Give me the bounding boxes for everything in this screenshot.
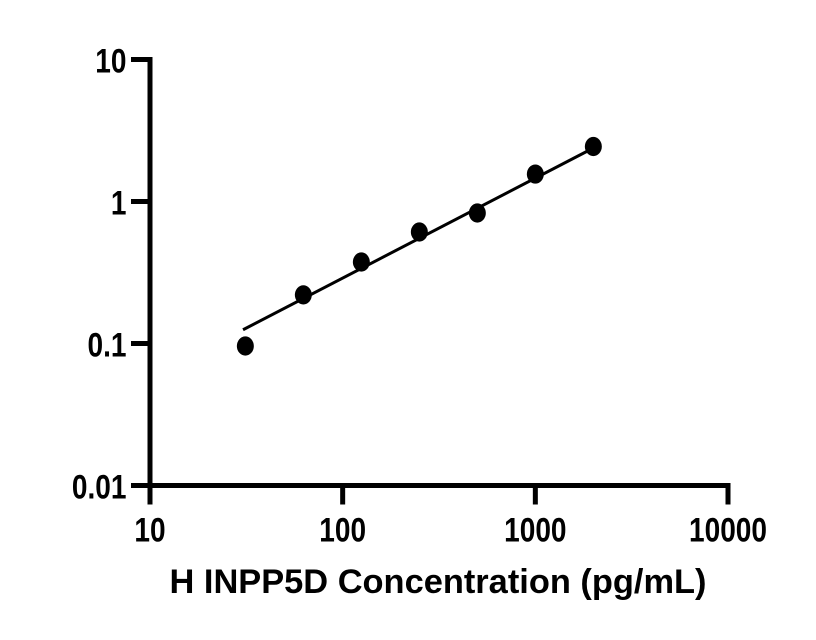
- axes-group: [147, 57, 731, 488]
- x-tick-label: 10000: [689, 512, 767, 550]
- data-point: [410, 222, 428, 242]
- y-tick-label: 0.1: [88, 326, 127, 364]
- x-tick-label: 1000: [504, 512, 566, 550]
- data-point: [236, 336, 254, 356]
- x-tick-label: 100: [319, 512, 366, 550]
- y-tick-label: 1: [111, 184, 127, 222]
- data-point: [584, 136, 602, 157]
- y-tick-label: 0.01: [72, 468, 127, 506]
- axis-spine: [147, 57, 731, 488]
- data-point: [526, 164, 544, 184]
- data-points-group: [236, 136, 602, 356]
- data-point: [468, 203, 486, 223]
- x-tick-label: 10: [134, 512, 165, 550]
- data-point: [352, 252, 370, 272]
- data-point: [294, 285, 312, 305]
- x-axis-title: H INPP5D Concentration (pg/mL): [170, 563, 707, 601]
- y-tick-label: 10: [95, 42, 126, 80]
- tick-marks-group: [131, 57, 731, 505]
